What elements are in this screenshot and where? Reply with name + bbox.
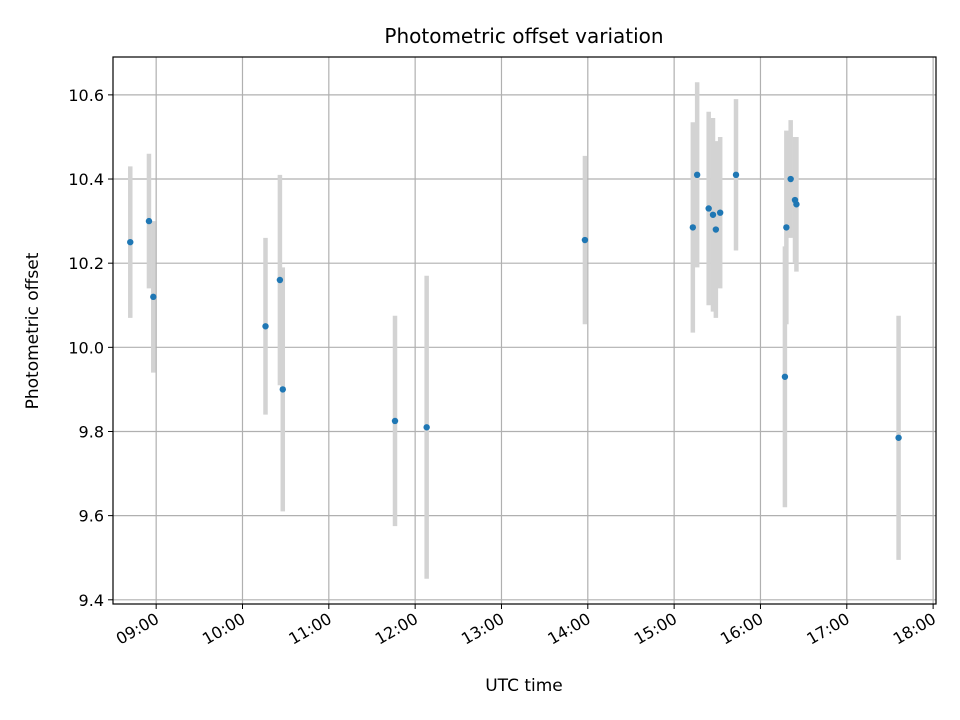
data-point [262,323,269,330]
data-point [895,434,902,441]
data-point [781,373,789,380]
grid [113,57,936,604]
data-point [783,224,790,231]
data-point [693,171,701,179]
data-point [391,417,399,425]
data-point [689,224,697,231]
chart-title: Photometric offset variation [384,24,663,48]
data-point [709,211,717,218]
y-tick-label: 9.6 [79,507,104,526]
data-point [712,226,720,233]
data-point [581,236,589,244]
y-tick-label: 9.8 [79,422,104,441]
data-points [127,171,902,441]
y-axis-title: Photometric offset [23,252,43,409]
y-tick-label: 10.6 [68,86,104,105]
y-tick-label: 10.2 [68,254,104,273]
data-point [150,293,157,301]
y-tick-label: 10.4 [68,170,104,189]
y-tick-label: 10.0 [68,338,104,357]
data-point [787,175,794,183]
plot-frame [112,56,937,605]
data-point [279,386,286,393]
data-point [716,209,724,216]
data-point [127,238,134,246]
data-point [276,276,284,284]
data-point [423,424,430,431]
x-axis-title: UTC time [485,676,563,696]
data-point [732,171,740,179]
data-point [705,205,712,212]
data-point [793,201,800,208]
y-tick-label: 9.4 [79,591,104,610]
data-point [145,217,153,225]
